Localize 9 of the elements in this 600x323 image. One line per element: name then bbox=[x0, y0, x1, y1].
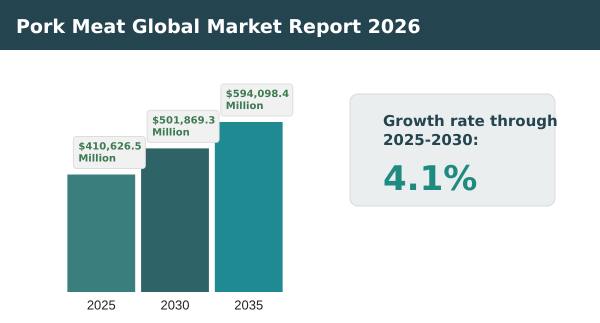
x-tick-label: 2035 bbox=[234, 297, 264, 312]
text: Growth rate through 2025-2030: bbox=[383, 112, 558, 149]
chart-title: Pork Meat Global Market Report 2026 bbox=[16, 16, 421, 38]
x-tick-label: 2030 bbox=[160, 297, 190, 312]
text: 4.1% bbox=[383, 159, 478, 199]
data-label: $410,626.5 Million bbox=[78, 142, 142, 164]
data-label: $501,869.3 Million bbox=[152, 115, 216, 138]
x-tick-label: 2025 bbox=[86, 297, 116, 312]
data-label: $594,098.4 Million bbox=[226, 89, 290, 112]
